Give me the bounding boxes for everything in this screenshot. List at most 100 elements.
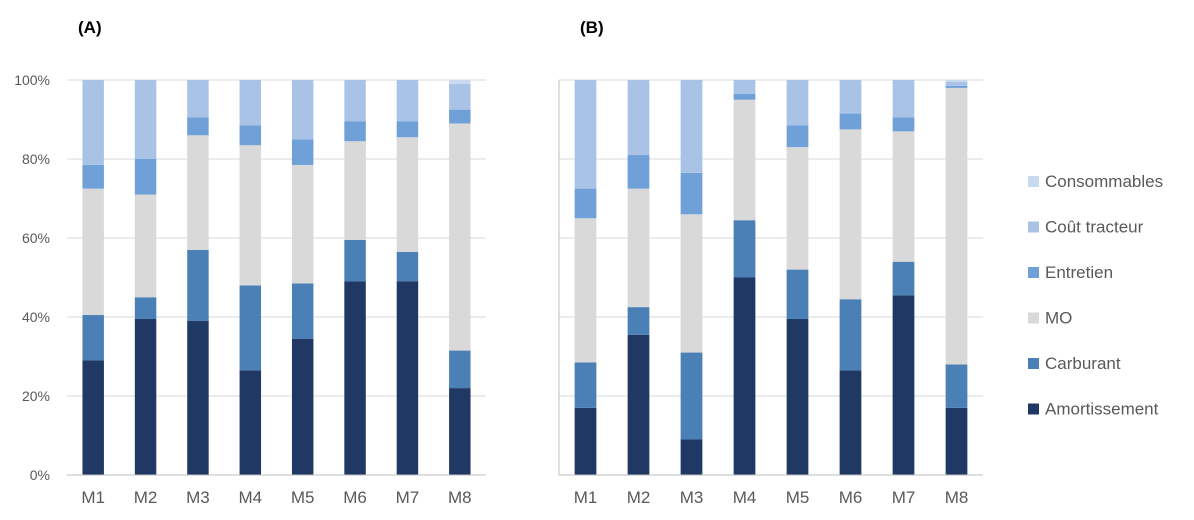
bar-segment-amortissement bbox=[82, 360, 104, 475]
bar-segment-entretien bbox=[344, 121, 366, 142]
x-tick-label: M2 bbox=[627, 488, 651, 507]
bar-segment-co-t-tracteur bbox=[344, 80, 366, 122]
y-tick-label: 80% bbox=[22, 151, 50, 167]
bar-segment-co-t-tracteur bbox=[239, 80, 262, 126]
bar-segment-co-t-tracteur bbox=[839, 80, 862, 114]
bar-segment-carburant bbox=[733, 220, 756, 278]
bar-segment-entretien bbox=[239, 125, 262, 146]
bar-segment-entretien bbox=[786, 125, 809, 148]
bar-segment-amortissement bbox=[627, 334, 650, 475]
bar-segment-carburant bbox=[680, 352, 703, 440]
bar-segment-co-t-tracteur bbox=[291, 80, 314, 140]
bar-segment-mo bbox=[82, 188, 104, 316]
bar-segment-amortissement bbox=[449, 388, 471, 475]
bar-segment-mo bbox=[239, 145, 262, 286]
legend-label: Carburant bbox=[1045, 354, 1121, 373]
bar-segment-co-t-tracteur bbox=[82, 80, 104, 165]
bar-segment-co-t-tracteur bbox=[627, 80, 650, 156]
bar-segment-mo bbox=[344, 141, 366, 240]
bar-segment-entretien bbox=[733, 93, 756, 100]
legend-label: Entretien bbox=[1045, 263, 1113, 282]
bar-segment-co-t-tracteur bbox=[945, 81, 968, 86]
bar-segment-carburant bbox=[449, 350, 471, 389]
legend-swatch bbox=[1028, 403, 1039, 415]
bar-segment-carburant bbox=[187, 249, 209, 321]
bar-segment-mo bbox=[733, 99, 756, 221]
bar-segment-entretien bbox=[449, 109, 471, 124]
legend: Consommables Coût tracteur Entretien MO Carb… bbox=[1028, 172, 1163, 419]
bar-segment-amortissement bbox=[680, 439, 703, 475]
y-tick-label: 20% bbox=[22, 388, 50, 404]
x-tick-label: M5 bbox=[786, 488, 810, 507]
legend-swatch bbox=[1028, 358, 1039, 369]
bar-segment-mo bbox=[134, 194, 157, 298]
bar-segment-amortissement bbox=[134, 318, 157, 475]
bar-segment-mo bbox=[945, 87, 968, 365]
bar-segment-consommables bbox=[945, 80, 968, 82]
bar-segment-co-t-tracteur bbox=[396, 80, 419, 122]
legend-swatch bbox=[1028, 176, 1039, 187]
legend-swatch bbox=[1028, 221, 1039, 233]
bar-segment-co-t-tracteur bbox=[733, 80, 756, 94]
bar-segment-carburant bbox=[892, 261, 915, 296]
bar-segment-mo bbox=[627, 188, 650, 308]
bar-segment-co-t-tracteur bbox=[786, 80, 809, 126]
bar-segment-amortissement bbox=[396, 281, 419, 475]
legend-label: Coût tracteur bbox=[1045, 218, 1144, 237]
bar-segment-carburant bbox=[627, 307, 650, 335]
x-tick-label: M3 bbox=[680, 488, 704, 507]
bar-segment-entretien bbox=[291, 139, 314, 165]
panel-label: (A) bbox=[78, 18, 102, 37]
bar-segment-mo bbox=[892, 131, 915, 262]
x-tick-label: M4 bbox=[239, 488, 263, 507]
legend-swatch bbox=[1028, 312, 1039, 324]
bar-segment-consommables bbox=[449, 80, 471, 84]
bar-segment-carburant bbox=[239, 285, 262, 371]
panel-b: (B) M1 M2 M3 M4 M5 M6 M7 M8 bbox=[558, 18, 983, 507]
bar-segment-carburant bbox=[82, 315, 104, 361]
bar-segment-mo bbox=[449, 123, 471, 351]
bar-segment-mo bbox=[574, 218, 597, 363]
bar-segment-amortissement bbox=[344, 281, 366, 475]
bar-segment-amortissement bbox=[291, 338, 314, 475]
legend-label: Amortissement bbox=[1045, 400, 1159, 419]
bar-segment-entretien bbox=[134, 159, 157, 195]
bar-segment-mo bbox=[680, 214, 703, 353]
bar-segment-co-t-tracteur bbox=[134, 80, 157, 159]
y-tick-label: 100% bbox=[14, 72, 50, 88]
y-tick-label: 0% bbox=[30, 467, 50, 483]
bar-segment-entretien bbox=[82, 164, 104, 189]
x-tick-label: M4 bbox=[733, 488, 757, 507]
bar-segment-carburant bbox=[396, 251, 419, 282]
x-tick-label: M2 bbox=[134, 488, 158, 507]
panel-a: (A) 0% 20% 40% 60% 80% 100% M1 M2 M3 M4 M5 M6 M7 M8 bbox=[14, 18, 486, 507]
bar-segment-co-t-tracteur bbox=[680, 80, 703, 173]
bar-segment-entretien bbox=[396, 121, 419, 138]
x-tick-label: M6 bbox=[343, 488, 367, 507]
bar-segment-carburant bbox=[134, 297, 157, 319]
bar-segment-co-t-tracteur bbox=[187, 80, 209, 118]
legend-label: Consommables bbox=[1045, 172, 1163, 191]
bar-segment-amortissement bbox=[733, 277, 756, 475]
bar-segment-carburant bbox=[574, 362, 597, 408]
bar-segment-amortissement bbox=[187, 320, 209, 475]
bar-segment-amortissement bbox=[574, 407, 597, 475]
bar-segment-entretien bbox=[839, 113, 862, 130]
x-tick-label: M8 bbox=[945, 488, 969, 507]
bar-segment-amortissement bbox=[786, 318, 809, 475]
x-tick-label: M1 bbox=[574, 488, 598, 507]
bar-segment-co-t-tracteur bbox=[574, 80, 597, 189]
bar-segment-amortissement bbox=[239, 370, 262, 475]
legend-label: MO bbox=[1045, 309, 1072, 328]
bar-segment-carburant bbox=[344, 239, 366, 282]
legend-swatch bbox=[1028, 267, 1039, 278]
bar-segment-entretien bbox=[574, 188, 597, 219]
bar-segment-carburant bbox=[291, 283, 314, 339]
bar-segment-mo bbox=[786, 147, 809, 270]
bar-segment-carburant bbox=[786, 269, 809, 319]
bar-segment-entretien bbox=[680, 172, 703, 215]
bar-segment-amortissement bbox=[839, 370, 862, 475]
x-tick-label: M3 bbox=[186, 488, 210, 507]
